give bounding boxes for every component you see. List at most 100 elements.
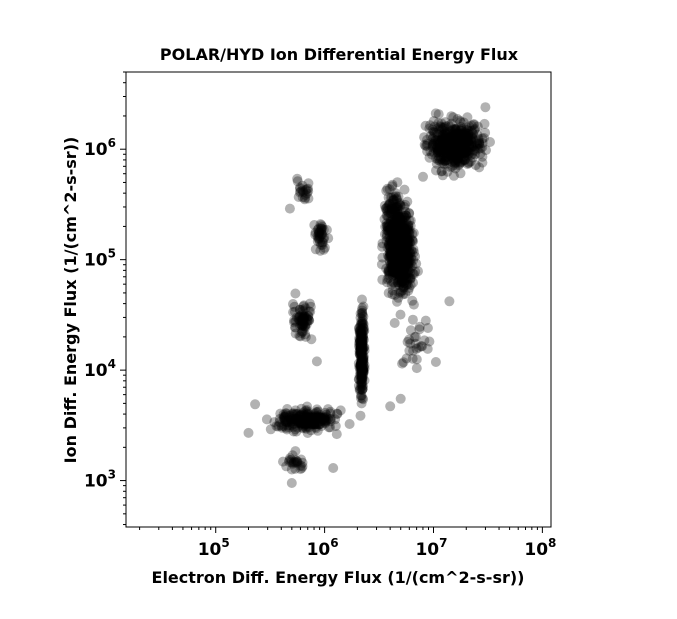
data-point [321,224,332,235]
data-point [398,233,409,244]
data-point [357,338,368,348]
data-point [358,326,369,337]
data-point [398,227,409,238]
data-point [387,252,398,263]
data-point [393,261,404,271]
data-point [397,267,408,277]
data-point [318,412,329,423]
data-point [314,412,325,423]
data-point [391,234,402,245]
data-point [392,224,403,235]
data-point [424,152,435,163]
data-point [392,225,403,236]
data-point [396,240,406,251]
data-point [295,186,306,197]
data-point [302,412,313,423]
data-point [282,420,293,431]
data-point [397,247,408,258]
data-point [402,279,413,290]
data-point [308,411,319,422]
data-point [296,419,307,430]
data-point [354,385,365,396]
data-point [405,247,415,258]
data-point [297,326,308,337]
data-point [455,157,466,168]
x-tick-label: 105 [198,536,230,560]
data-point [445,143,456,154]
data-point [385,198,395,209]
data-point [293,314,304,325]
data-point [273,421,284,432]
data-point [468,141,478,152]
data-point [355,410,366,421]
data-point [284,455,295,466]
data-point [402,224,413,235]
data-point [384,251,395,262]
data-point [386,246,397,257]
data-point [464,141,475,152]
data-point [445,121,456,132]
data-point [390,241,401,252]
data-point [443,139,454,150]
data-point [308,412,319,423]
data-point [477,133,488,144]
data-point [379,214,390,225]
data-point [387,181,398,192]
data-point [383,252,394,263]
data-point [462,137,473,148]
data-point [404,334,415,345]
data-point [356,374,367,384]
data-point [308,415,319,426]
data-point [411,354,422,365]
data-point [440,142,451,153]
data-point [388,231,399,242]
data-point [437,141,448,152]
data-point [291,312,302,323]
data-point [396,255,406,266]
data-point [453,145,463,156]
data-point [393,204,404,215]
data-point [387,260,397,271]
data-point [385,219,395,230]
data-point [454,157,465,168]
data-point [392,261,403,272]
data-point [442,166,453,177]
x-axis-label: Electron Diff. Energy Flux (1/(cm^2-s-sr… [152,568,525,587]
data-point [394,238,405,249]
data-point [355,321,366,332]
data-point [439,156,450,166]
data-point [479,133,489,143]
data-point [390,188,401,199]
data-point [385,242,396,253]
data-point [393,217,404,228]
data-point [320,413,331,424]
data-point [313,406,324,417]
data-point [310,227,321,238]
data-point [296,418,307,429]
data-point [301,421,312,432]
data-point [453,140,464,151]
data-point [393,242,404,252]
data-point [398,238,409,249]
data-point [403,262,414,273]
data-point [356,353,367,364]
data-point [479,118,490,129]
data-point [355,328,366,339]
data-point [453,129,464,139]
data-point [391,229,401,240]
data-point [461,140,471,151]
data-point [317,237,328,248]
data-point [399,251,410,262]
data-point [399,230,410,241]
data-point [404,282,415,293]
data-point [293,313,304,323]
data-point [397,258,408,269]
data-point [309,220,320,230]
data-point [358,361,369,372]
data-point [438,155,449,166]
data-point [304,417,315,428]
data-point [302,408,313,419]
data-point [392,241,403,252]
data-point [310,229,321,240]
data-point [395,243,406,254]
